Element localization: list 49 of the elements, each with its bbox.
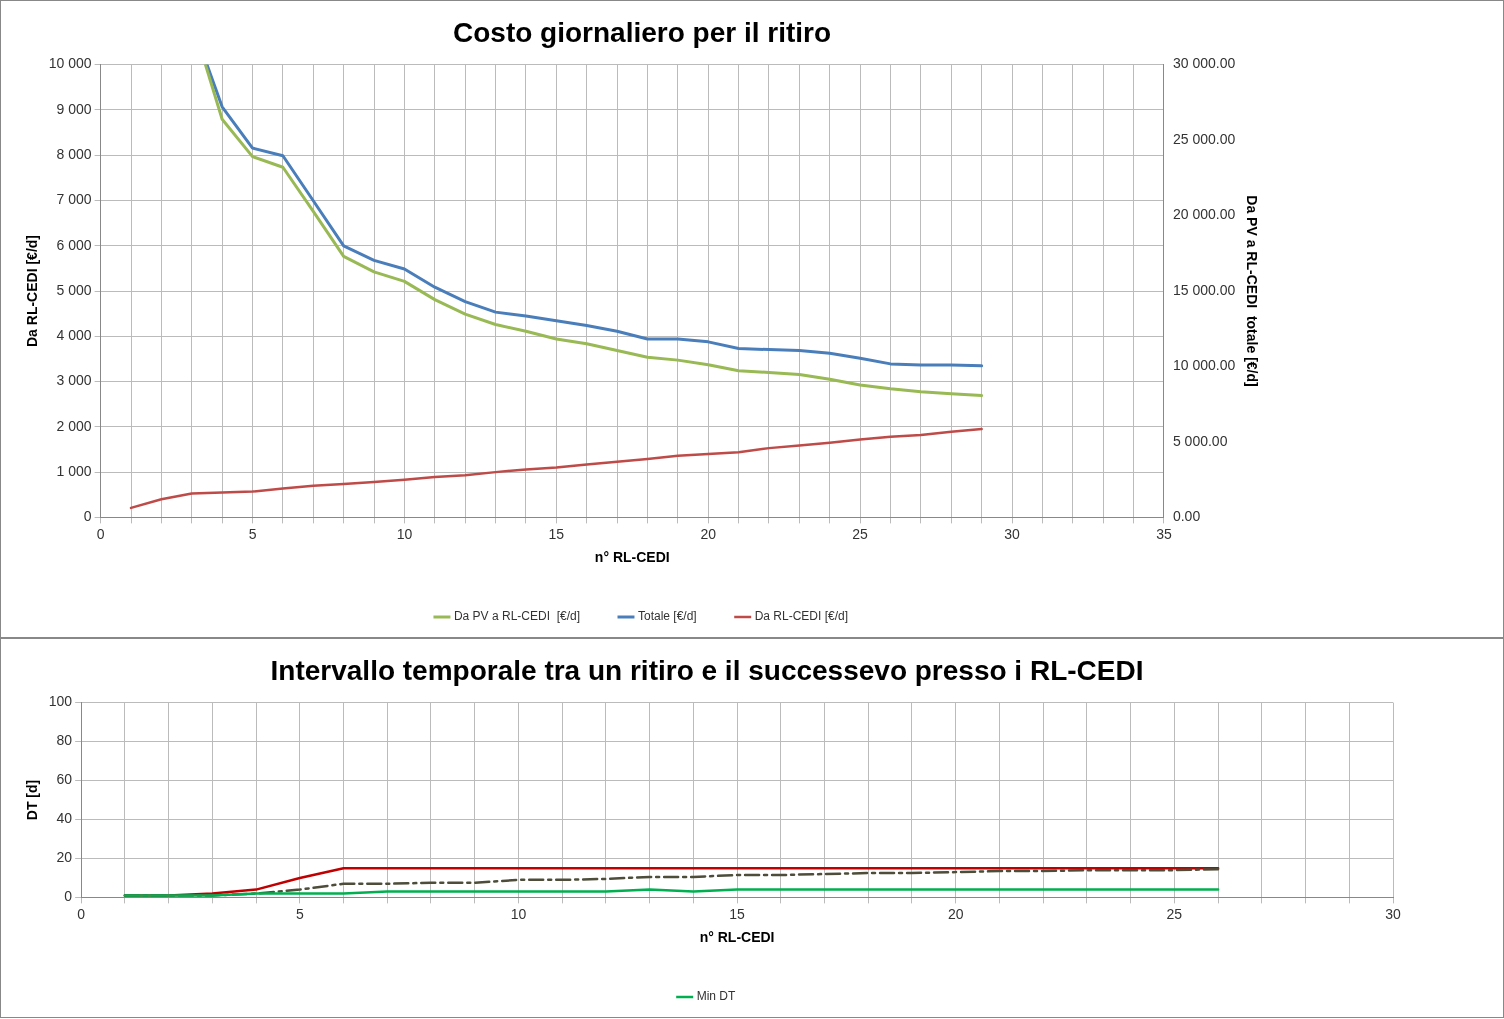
x-tick-label: 25 [852,525,869,542]
y-axis-title: DT [d] [24,779,41,821]
y-tick-label: 40 [56,810,73,827]
legend-label: Min DT [696,989,736,1004]
y-tick-label: 7 000 [56,191,92,208]
x-tick-label: 30 [1385,905,1401,922]
chart-title: Costo giornaliero per il ritiro [452,16,832,48]
x-tick-label: 35 [1156,525,1172,542]
y-tick-label: 100 [48,693,73,710]
x-tick-label: 20 [947,905,964,922]
y-tick-label: 6 000 [56,236,92,253]
y2-tick-label: 25 000.00 [1172,130,1236,147]
y-tick-label: 60 [56,771,73,788]
y-tick-label: 4 000 [56,327,92,344]
x-tick-label: 20 [700,525,717,542]
y-tick-label: 0 [64,888,73,905]
x-tick-label: 0 [96,525,105,542]
x-tick-label: 5 [295,905,304,922]
y2-axis-title: Da PV a RL-CEDI totale [€/d] [1243,195,1260,387]
y-tick-label: 5 000 [56,281,92,298]
x-axis-title: n° RL-CEDI [594,549,670,566]
y2-tick-label: 30 000.00 [1172,55,1236,72]
y-tick-label: 3 000 [56,372,92,389]
y-tick-label: 2 000 [56,417,92,434]
y-tick-label: 8 000 [56,146,92,163]
legend-label: Da RL-CEDI [€/d] [754,609,849,624]
x-tick-label: 15 [729,905,746,922]
x-tick-label: 30 [1004,525,1021,542]
y-tick-label: 1 000 [56,462,92,479]
y2-tick-label: 20 000.00 [1172,206,1236,223]
y2-tick-label: 5 000.00 [1172,432,1228,449]
y2-tick-label: 15 000.00 [1172,281,1236,298]
x-tick-label: 15 [548,525,565,542]
x-tick-label: 5 [248,525,257,542]
y-tick-label: 80 [56,732,73,749]
legend-label: Totale [€/d] [637,609,697,624]
y-tick-label: 20 [56,849,73,866]
x-tick-label: 25 [1166,905,1183,922]
x-axis-title: n° RL-CEDI [699,929,775,946]
y2-tick-label: 10 000.00 [1172,357,1236,374]
x-tick-label: 10 [510,905,527,922]
x-tick-label: 10 [396,525,413,542]
y-axis-title: Da RL-CEDI [€/d] [24,235,41,347]
y-tick-label: 0 [83,508,92,525]
y2-tick-label: 0.00 [1172,508,1201,525]
chart-title: Intervallo temporale tra un ritiro e il successevo presso i RL-CEDI [270,654,1144,686]
y-tick-label: 9 000 [56,100,92,117]
y-tick-label: 10 000 [48,55,92,72]
legend-label: Da PV a RL-CEDI [€/d] [453,609,580,624]
